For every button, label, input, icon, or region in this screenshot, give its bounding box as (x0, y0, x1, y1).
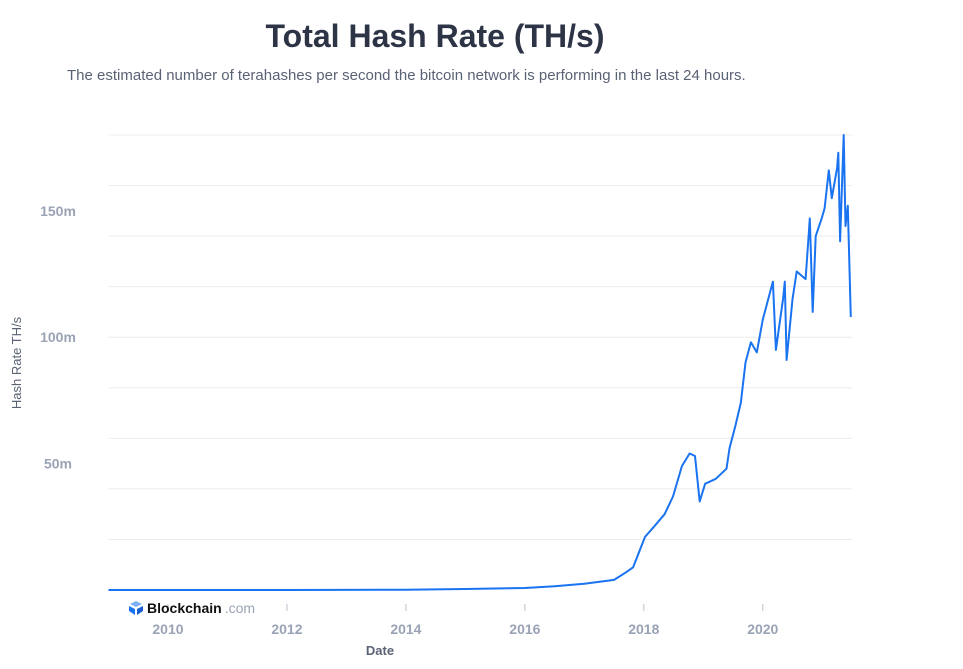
series-line[interactable] (108, 134, 852, 591)
blockchain-logo-icon (129, 601, 143, 615)
y-tick-label: 150m (40, 203, 76, 219)
chart-subtitle: The estimated number of terahashes per s… (67, 67, 746, 84)
x-tick-label: 2012 (271, 621, 302, 637)
x-axis-title: Date (366, 643, 394, 658)
x-tick-label: 2016 (509, 621, 540, 637)
x-tick-label: 2010 (152, 621, 183, 637)
x-tick-label: 2014 (390, 621, 421, 637)
x-tick-label: 2018 (628, 621, 659, 637)
x-tick-label: 2020 (747, 621, 778, 637)
blockchain-logo: Blockchain .com (128, 600, 255, 616)
y-axis-title: Hash Rate TH/s (9, 316, 24, 409)
chart-title: Total Hash Rate (TH/s) (265, 18, 605, 54)
logo-name: Blockchain (147, 600, 222, 616)
y-tick-label: 50m (44, 456, 72, 472)
logo-domain: .com (224, 600, 256, 616)
y-tick-label: 100m (40, 329, 76, 345)
